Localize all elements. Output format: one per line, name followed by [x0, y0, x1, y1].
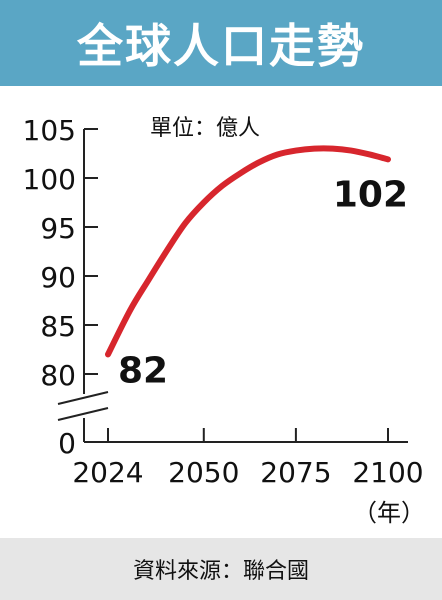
x-tick-label: 2024	[72, 456, 143, 489]
source-footer: 資料來源：聯合國	[0, 538, 442, 600]
y-tick-label: 90	[40, 261, 76, 294]
y-tick-label: 80	[40, 359, 76, 392]
chart-area: 0 80 85 90 95 100 105 2024 2050 2075 2100 單位：億人 （…	[0, 86, 442, 538]
title-banner: 全球人口走勢	[0, 0, 442, 86]
page-title: 全球人口走勢	[77, 19, 365, 73]
x-tick-label: 2100	[352, 456, 423, 489]
y-tick-label: 100	[23, 163, 76, 196]
x-axis-label: （年）	[353, 499, 425, 527]
line-chart: 0 80 85 90 95 100 105 2024 2050 2075 2100 單位：億人 （…	[23, 114, 425, 527]
y-tick-label: 85	[40, 310, 76, 343]
axis-break-slash	[57, 407, 109, 421]
x-tick-label: 2050	[168, 456, 239, 489]
y-tick-label: 105	[23, 114, 76, 147]
y-tick-label: 0	[58, 427, 76, 460]
axis-break-slash	[57, 391, 109, 405]
series-line-population	[105, 145, 391, 358]
data-label-start: 82	[118, 350, 168, 391]
data-label-end: 102	[333, 174, 408, 215]
y-tick-label: 95	[40, 212, 76, 245]
axis-break-mark	[57, 391, 109, 421]
source-text: 資料來源：聯合國	[132, 559, 309, 584]
axis-break-gap	[78, 394, 90, 418]
unit-label: 單位：億人	[150, 116, 260, 141]
x-tick-label: 2075	[260, 456, 331, 489]
